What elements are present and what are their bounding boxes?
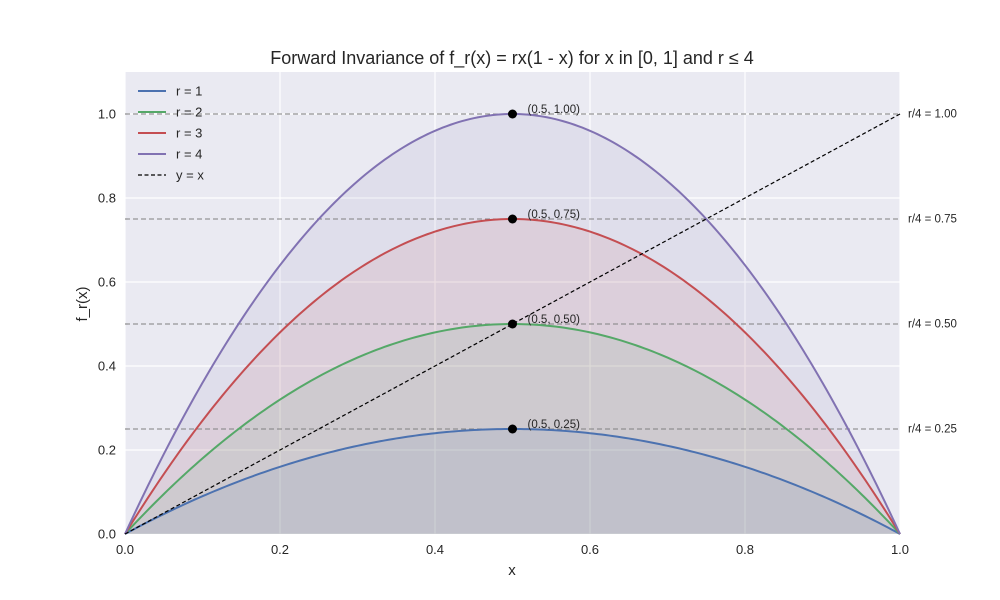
y-tick-label: 0.6 xyxy=(98,275,116,290)
x-tick-label: 0.2 xyxy=(271,542,289,557)
y-axis-label: f_r(x) xyxy=(74,287,91,322)
identity-line xyxy=(124,113,901,535)
reference-label: r/4 = 0.75 xyxy=(908,214,957,226)
y-tick-label: 1.0 xyxy=(98,107,116,122)
maximum-label: (0.5, 0.75) xyxy=(528,209,581,221)
x-axis-label: x xyxy=(508,562,516,579)
legend-label: r = 2 xyxy=(176,105,202,120)
legend-label: r = 1 xyxy=(176,84,202,99)
y-tick-label: 0.8 xyxy=(98,191,116,206)
legend-label: r = 4 xyxy=(176,147,202,162)
maximum-label: (0.5, 0.50) xyxy=(528,314,581,326)
plot-area xyxy=(125,72,900,534)
legend: r = 1 r = 2 r = 3 r = 4 y = x xyxy=(138,84,204,183)
y-tick-label: 0.0 xyxy=(98,527,116,542)
maximum-point xyxy=(508,214,517,224)
legend-label: r = 3 xyxy=(176,126,202,141)
maximum-label: (0.5, 0.25) xyxy=(528,419,581,431)
x-tick-label: 0.8 xyxy=(736,542,754,557)
maximum-point xyxy=(508,424,517,434)
x-tick-labels: 0.0 0.2 0.4 0.6 0.8 1.0 xyxy=(116,542,909,557)
x-tick-label: 0.0 xyxy=(116,542,134,557)
maximum-label: (0.5, 1.00) xyxy=(528,104,581,116)
y-tick-label: 0.4 xyxy=(98,359,116,374)
reference-label: r/4 = 0.50 xyxy=(908,319,957,331)
x-tick-label: 0.6 xyxy=(581,542,599,557)
legend-label: y = x xyxy=(176,168,204,183)
grid xyxy=(124,72,901,535)
y-tick-label: 0.2 xyxy=(98,443,116,458)
x-tick-label: 1.0 xyxy=(891,542,909,557)
maxima-markers: (0.5, 0.25) (0.5, 0.50) (0.5, 0.75) (0.5, 1… xyxy=(508,104,580,434)
reference-label: r/4 = 1.00 xyxy=(908,109,957,121)
y-tick-labels: 0.0 0.2 0.4 0.6 0.8 1.0 xyxy=(98,107,116,542)
maximum-point xyxy=(508,319,517,329)
maximum-point xyxy=(508,109,517,119)
x-tick-label: 0.4 xyxy=(426,542,444,557)
chart-title: Forward Invariance of f_r(x) = rx(1 - x)… xyxy=(270,48,754,69)
reference-label: r/4 = 0.25 xyxy=(908,424,957,436)
